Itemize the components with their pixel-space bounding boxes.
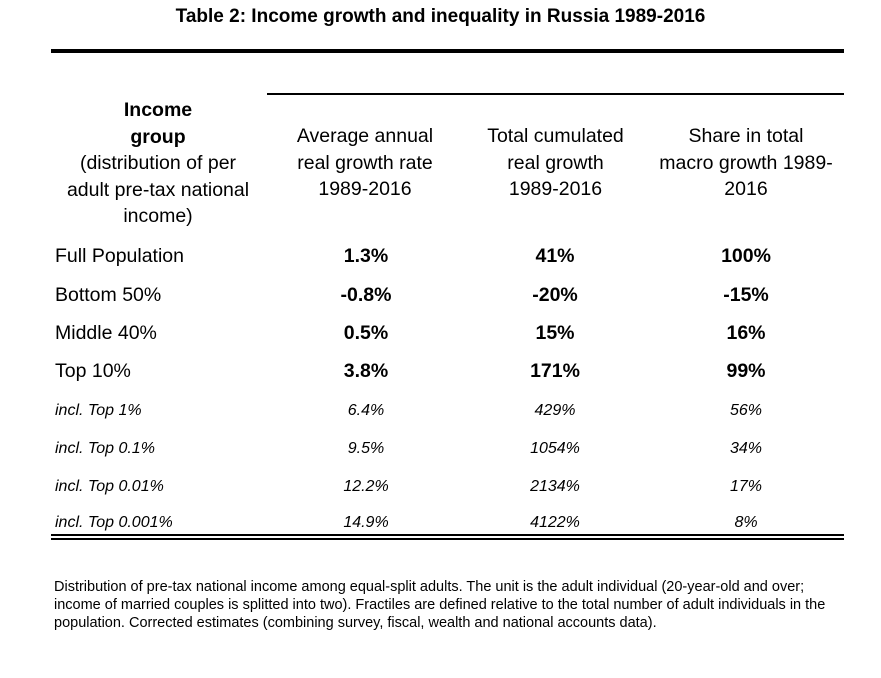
income-group-header: Income group (distribution of per adult …: [52, 97, 264, 230]
total-growth-header-line1: Total cumulated: [487, 125, 624, 147]
row-label: Bottom 50%: [55, 284, 162, 306]
total-growth-value: 429%: [534, 402, 576, 419]
row-label: incl. Top 0.1%: [55, 440, 155, 457]
income-group-header-line4: adult pre-tax national: [66, 178, 250, 201]
avg-growth-value: 3.8%: [343, 360, 389, 382]
avg-growth-value: 14.9%: [343, 514, 389, 531]
total-growth-value: -20%: [532, 284, 578, 306]
avg-growth-header-line1: Average annual: [296, 125, 434, 147]
total-growth-value: 41%: [535, 245, 575, 267]
total-growth-value: 171%: [530, 360, 580, 382]
income-group-header-line5: income): [123, 205, 193, 227]
avg-growth-header-line3: 1989-2016: [318, 178, 412, 200]
total-growth-header-line2: real growth: [507, 151, 604, 174]
top-rule: [51, 49, 844, 53]
share-growth-value: 16%: [726, 322, 766, 344]
total-growth-value: 2134%: [530, 478, 580, 495]
share-growth-header-line1: Share in total: [688, 125, 804, 147]
column-header-rule: [267, 93, 844, 95]
bottom-rule-upper: [51, 534, 844, 536]
share-growth-header: Share in total macro growth 1989- 2016: [648, 123, 844, 203]
avg-growth-value: 1.3%: [343, 245, 389, 267]
row-label: Full Population: [55, 245, 184, 267]
total-growth-value: 4122%: [530, 514, 580, 531]
share-growth-value: 8%: [734, 514, 758, 531]
total-growth-value: 15%: [535, 322, 575, 344]
share-growth-value: 100%: [721, 245, 771, 267]
share-growth-value: 99%: [726, 360, 766, 382]
avg-growth-value: 12.2%: [343, 478, 389, 495]
total-growth-value: 1054%: [530, 440, 580, 457]
income-group-header-line1: Income: [123, 99, 193, 121]
avg-growth-value: 9.5%: [347, 440, 385, 457]
row-label: Middle 40%: [55, 322, 157, 344]
share-growth-value: 56%: [729, 402, 763, 419]
row-label: incl. Top 0.001%: [55, 514, 173, 531]
income-group-header-line2: group: [130, 125, 186, 148]
avg-growth-value: 6.4%: [347, 402, 385, 419]
share-growth-value: 34%: [729, 440, 763, 457]
total-growth-header-line3: 1989-2016: [508, 178, 603, 200]
share-growth-value: -15%: [723, 284, 769, 306]
table-title: Table 2: Income growth and inequality in…: [175, 6, 706, 27]
avg-growth-header: Average annual real growth rate 1989-201…: [275, 123, 455, 203]
table-footnote: Distribution of pre-tax national income …: [54, 579, 826, 631]
bottom-rule-lower: [51, 538, 844, 540]
share-growth-header-line3: 2016: [724, 178, 768, 200]
row-label: Top 10%: [55, 360, 131, 382]
row-label: incl. Top 0.01%: [55, 478, 164, 495]
share-growth-header-line2: macro growth 1989-: [659, 151, 833, 174]
row-label: incl. Top 1%: [55, 402, 142, 419]
income-group-header-line3: (distribution of per: [79, 152, 237, 174]
avg-growth-value: -0.8%: [340, 284, 392, 306]
share-growth-value: 17%: [729, 478, 763, 495]
total-growth-header: Total cumulated real growth 1989-2016: [468, 123, 643, 203]
avg-growth-header-line2: real growth rate: [297, 151, 433, 174]
avg-growth-value: 0.5%: [343, 322, 389, 344]
